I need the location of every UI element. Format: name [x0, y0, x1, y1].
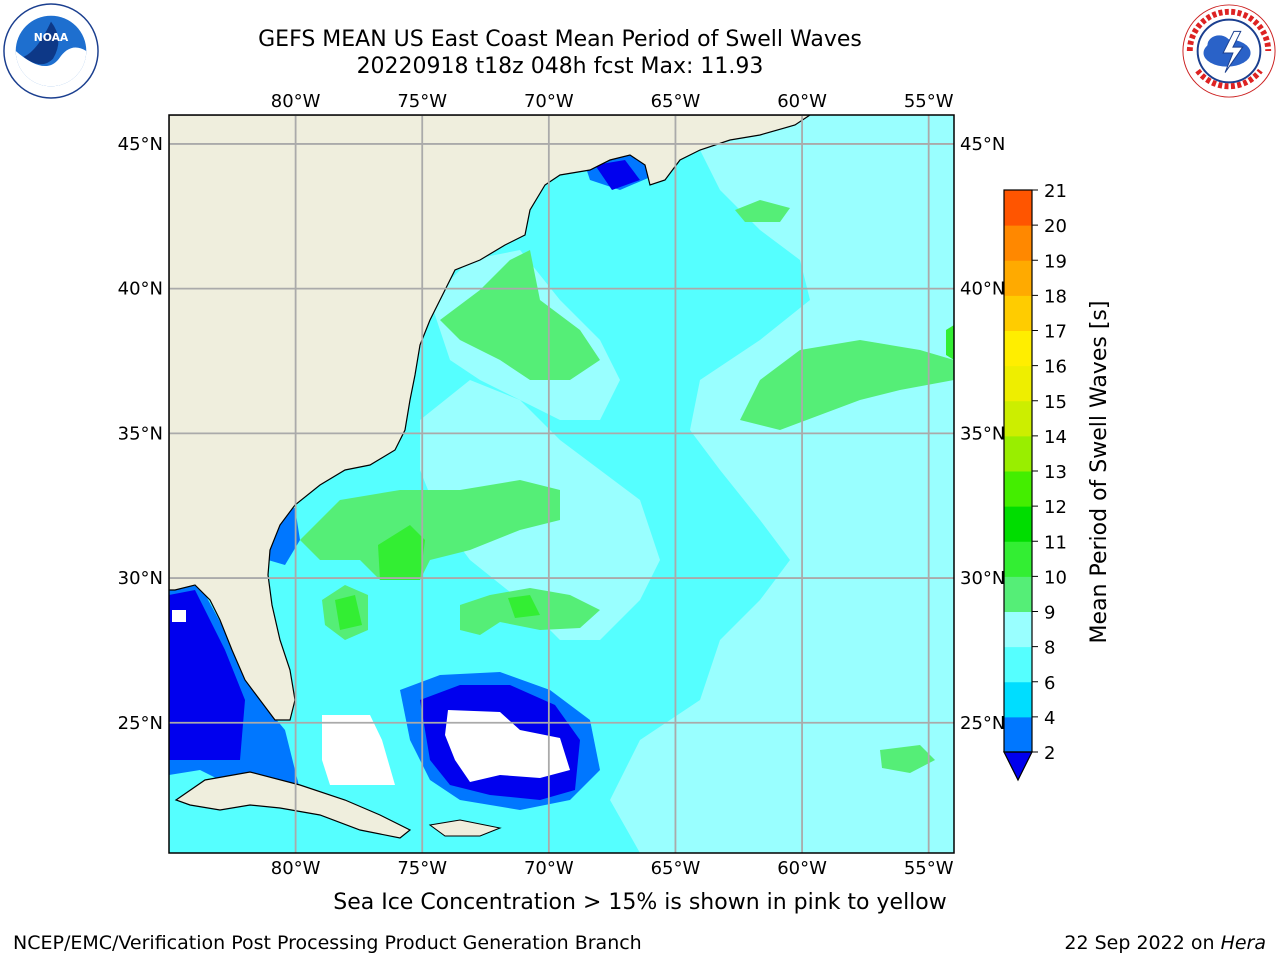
- colorbar-segment: [1004, 506, 1032, 542]
- colorbar-segment: [1004, 541, 1032, 577]
- colorbar-segment: [1004, 330, 1032, 367]
- lat-label-left: 30°N: [118, 568, 163, 589]
- colorbar-tick-label: 10: [1044, 567, 1067, 588]
- colorbar-tick-label: 19: [1044, 251, 1067, 272]
- map-axis-labels: 80°W 80°W 75°W 75°W 70°W 70°W 65°W 65°W 60°W 60°W…: [118, 91, 1006, 879]
- colorbar-tick-label: 4: [1044, 708, 1055, 729]
- land-cuba-fringe: [428, 819, 502, 837]
- swell-field-10-11s: [378, 525, 425, 580]
- colorbar-segment: [1004, 471, 1032, 507]
- map-subtitle: 20220918 t18z 048h fcst Max: 11.93: [356, 54, 764, 79]
- map-plot-area: [169, 115, 954, 853]
- colorbar-tick-label: 15: [1044, 392, 1067, 413]
- lon-label-bottom: 75°W: [397, 858, 447, 879]
- masked-area: [445, 710, 570, 782]
- masked-area: [172, 610, 186, 622]
- colorbar-tick-label: 9: [1044, 603, 1055, 624]
- lat-label-left: 25°N: [118, 713, 163, 734]
- land-north-america: [169, 115, 812, 721]
- lon-label-top: 80°W: [271, 91, 321, 112]
- swell-field-9-10s: [735, 200, 790, 222]
- swell-field-under-2s: [595, 160, 640, 190]
- lon-label-top: 65°W: [651, 91, 701, 112]
- credit-line: NCEP/EMC/Verification Post Processing Pr…: [13, 932, 642, 954]
- colorbar-tick-label: 20: [1044, 216, 1067, 237]
- noaa-logo: NOAA: [3, 3, 99, 99]
- colorbar-segment: [1004, 611, 1032, 648]
- lat-label-left: 40°N: [118, 279, 163, 300]
- sea-ice-note: Sea Ice Concentration > 15% is shown in …: [333, 890, 947, 915]
- run-date: 22 Sep 2022 on Hera: [1064, 932, 1266, 954]
- colorbar-segment: [1004, 400, 1032, 437]
- lon-label-top: 70°W: [524, 91, 574, 112]
- colorbar: 2 4 6 8 9 10 11 12 13 14 15 16 17 18 19 20 21: [1003, 181, 1067, 782]
- lon-label-bottom: 60°W: [777, 858, 827, 879]
- colorbar-tick-label: 11: [1044, 532, 1067, 553]
- lat-label-right: 35°N: [960, 423, 1005, 444]
- colorbar-label: Mean Period of Swell Waves [s]: [1087, 301, 1112, 644]
- lon-label-top: 75°W: [397, 91, 447, 112]
- lat-label-right: 30°N: [960, 568, 1005, 589]
- swell-field-10-11s: [335, 595, 362, 630]
- colorbar-segment: [1004, 365, 1032, 402]
- swell-field-under-2s: [169, 590, 245, 760]
- colorbar-under-arrow: [1003, 751, 1033, 782]
- lon-label-top: 55°W: [904, 91, 954, 112]
- colorbar-segment: [1004, 646, 1032, 683]
- lat-label-left: 45°N: [118, 134, 163, 155]
- colorbar-tick-label: 12: [1044, 497, 1067, 518]
- colorbar-tick-label: 21: [1044, 181, 1067, 202]
- lat-label-right: 45°N: [960, 134, 1005, 155]
- run-date-text: 22 Sep 2022 on: [1064, 932, 1221, 954]
- swell-field-9-10s: [880, 745, 935, 773]
- lat-label-left: 35°N: [118, 423, 163, 444]
- swell-field-9-10s: [440, 250, 600, 380]
- lon-label-bottom: 65°W: [651, 858, 701, 879]
- colorbar-segment: [1004, 190, 1032, 226]
- colorbar-segment: [1004, 576, 1032, 612]
- lat-label-right: 25°N: [960, 713, 1005, 734]
- colorbar-tick-label: 18: [1044, 286, 1067, 307]
- swell-field-9-10s: [740, 340, 954, 430]
- svg-text:NOAA: NOAA: [34, 31, 69, 44]
- map-grid: [169, 115, 954, 853]
- swell-field-8-9s-east: [610, 115, 954, 853]
- colorbar-segment: [1004, 295, 1032, 331]
- swell-field-10-11s: [508, 595, 540, 618]
- colorbar-tick-label: 6: [1044, 673, 1055, 694]
- land-cuba: [174, 771, 412, 839]
- colorbar-segment: [1004, 716, 1032, 753]
- host-name: Hera: [1220, 932, 1266, 954]
- swell-field-10-11s: [946, 325, 954, 360]
- lon-label-bottom: 80°W: [271, 858, 321, 879]
- colorbar-tick-label: 13: [1044, 462, 1067, 483]
- colorbar-tick-label: 16: [1044, 357, 1067, 378]
- colorbar-segment: [1004, 681, 1032, 718]
- colorbar-segment: [1004, 225, 1032, 261]
- colorbar-tick-label: 17: [1044, 322, 1067, 343]
- swell-field-9-10s: [300, 480, 560, 580]
- lon-label-top: 60°W: [777, 91, 827, 112]
- colorbar-tick-label: 2: [1044, 743, 1055, 764]
- lat-label-right: 40°N: [960, 279, 1005, 300]
- colorbar-segment: [1004, 260, 1032, 296]
- map-frame: [168, 114, 955, 854]
- masked-area: [322, 715, 395, 785]
- colorbar-segment: [1004, 435, 1032, 472]
- nws-logo: [1182, 4, 1276, 98]
- colorbar-tick-label: 8: [1044, 638, 1055, 659]
- colorbar-tick-label: 14: [1044, 427, 1067, 448]
- lon-label-bottom: 70°W: [524, 858, 574, 879]
- lon-label-bottom: 55°W: [904, 858, 954, 879]
- map-title: GEFS MEAN US East Coast Mean Period of S…: [258, 27, 862, 52]
